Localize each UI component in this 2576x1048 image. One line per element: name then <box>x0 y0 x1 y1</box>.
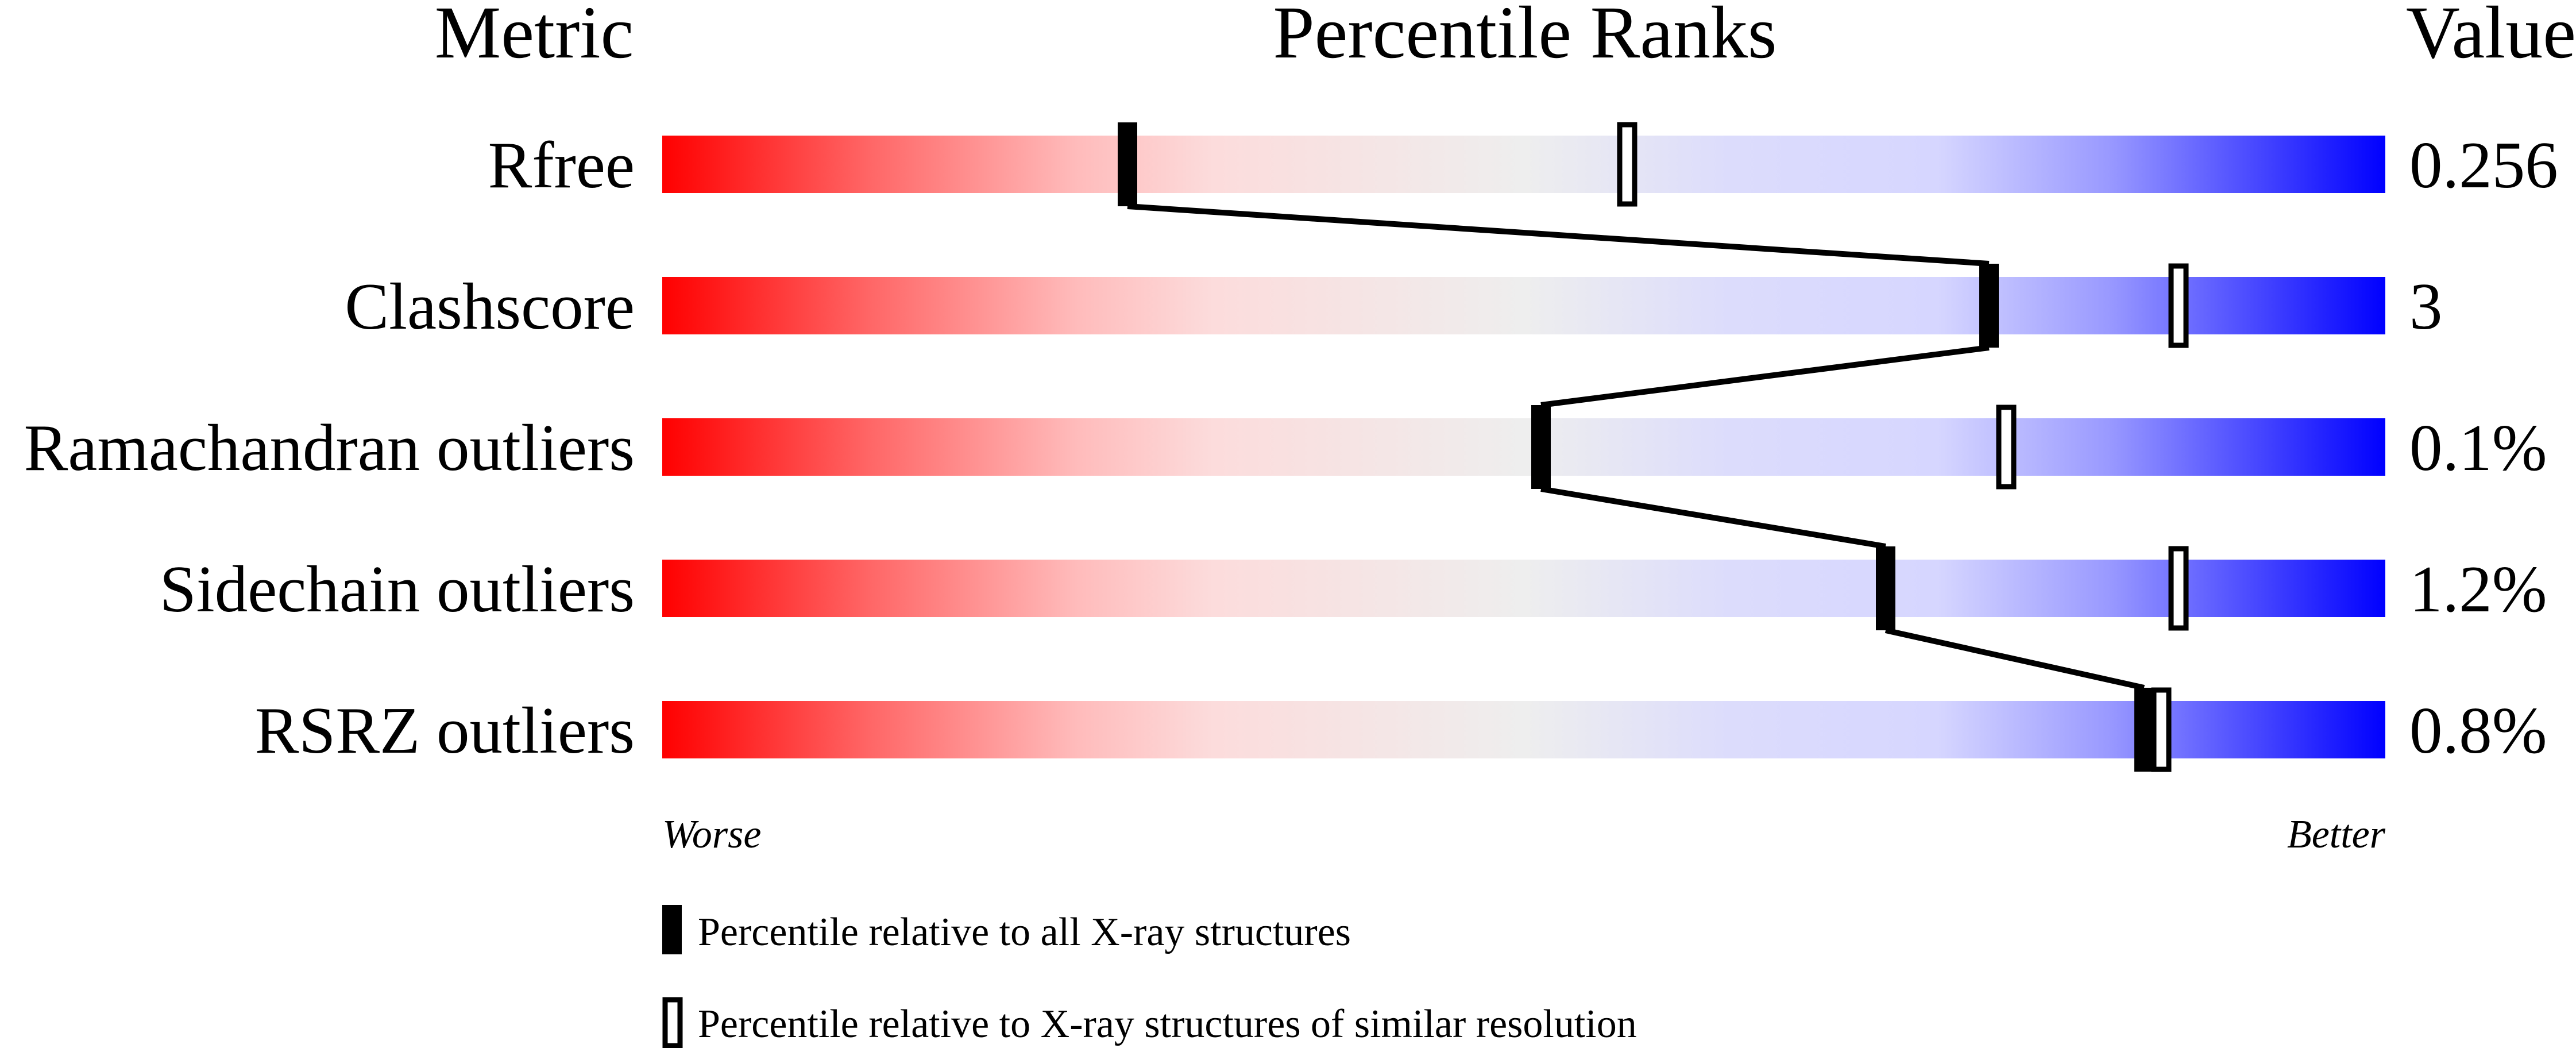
metric-value: 0.256 <box>2409 129 2558 202</box>
metric-value: 0.1% <box>2409 411 2547 484</box>
marker-all-structures <box>1876 546 1895 630</box>
metric-label: Rfree <box>488 129 635 202</box>
metric-value: 3 <box>2409 270 2443 343</box>
marker-similar-resolution <box>1617 122 1637 207</box>
axis-label-worse: Worse <box>662 812 761 857</box>
marker-similar-resolution <box>1996 404 2017 490</box>
metric-label: RSRZ outliers <box>255 694 635 767</box>
percentile-bar <box>662 560 2385 617</box>
metric-label: Ramachandran outliers <box>24 411 635 484</box>
metric-label: Sidechain outliers <box>160 553 635 626</box>
header-metric: Metric <box>435 0 634 74</box>
marker-similar-resolution <box>2151 687 2172 772</box>
metric-value: 0.8% <box>2409 694 2547 767</box>
axis-label-better: Better <box>2287 812 2386 857</box>
legend-similar-label: Percentile relative to X-ray structures … <box>698 1002 1637 1046</box>
percentile-connector-line <box>1127 203 2145 691</box>
marker-all-structures <box>2134 688 2154 772</box>
header-percentile-ranks: Percentile Ranks <box>1273 0 1776 74</box>
percentile-bar <box>662 418 2385 476</box>
marker-all-structures <box>1531 405 1551 489</box>
percentile-bar <box>662 701 2385 758</box>
marker-similar-resolution <box>2168 546 2189 631</box>
percentile-bar <box>662 136 2385 193</box>
marker-all-structures <box>1979 264 1999 348</box>
metric-label: Clashscore <box>345 270 635 343</box>
marker-all-structures <box>1118 122 1137 206</box>
legend-filled-marker-icon <box>662 905 682 954</box>
percentile-bar <box>662 277 2385 334</box>
legend-all-label: Percentile relative to all X-ray structu… <box>698 910 1351 954</box>
metric-value: 1.2% <box>2409 553 2547 626</box>
legend-open-marker-icon <box>662 997 683 1048</box>
header-value: Value <box>2406 0 2576 74</box>
marker-similar-resolution <box>2168 263 2189 348</box>
